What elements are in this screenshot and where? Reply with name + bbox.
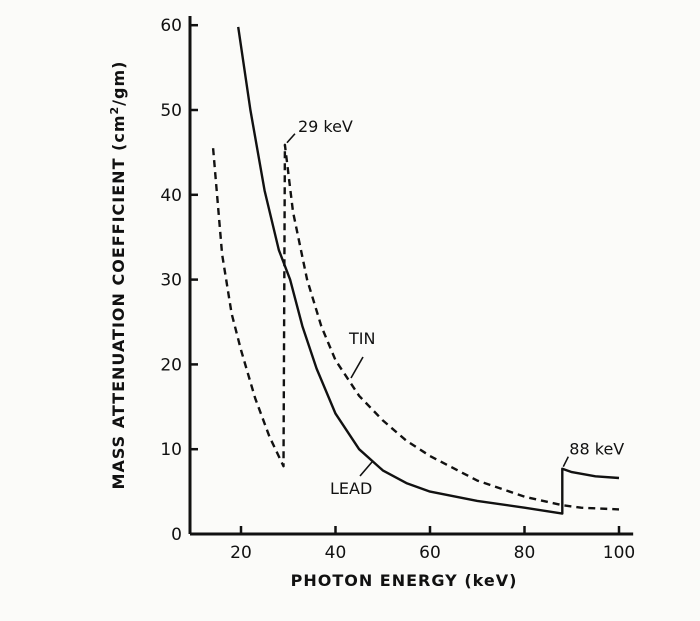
ticks: 20 40 60 80 100 0 10 20 30 40 50 60 (160, 16, 635, 563)
x-axis-title: PHOTON ENERGY (keV) (291, 571, 518, 590)
series (211, 26, 620, 515)
x-tick-label: 40 (325, 543, 347, 563)
x-tick-label: 60 (419, 543, 441, 563)
annotation-leader-lead (359, 461, 373, 477)
annotation-leader-29kev (286, 133, 296, 144)
annotation-leader-88kev (562, 456, 570, 468)
series-line-lead (237, 26, 620, 515)
y-tick-label: 60 (160, 16, 182, 36)
x-tick-label: 80 (514, 543, 536, 563)
y-tick-label: 50 (160, 101, 182, 121)
annotation-29kev: 29 keV (298, 117, 353, 136)
annotation-leader-tin (350, 356, 364, 379)
series-label-lead: LEAD (330, 479, 372, 498)
y-axis-title: MASS ATTENUATION COEFFICIENT (cm2/gm) (108, 61, 128, 490)
series-label-tin: TIN (348, 329, 375, 348)
y-axis-title-main: MASS ATTENUATION COEFFICIENT (cm (109, 114, 128, 489)
y-axis-title-unit: /gm) (109, 61, 128, 106)
annotations: 29 keV 88 keV TIN LEAD (286, 117, 624, 498)
y-tick-label: 30 (160, 271, 182, 291)
y-tick-label: 20 (160, 355, 182, 375)
x-tick-label: 100 (603, 543, 635, 563)
annotation-88kev: 88 keV (569, 440, 624, 459)
y-tick-label: 0 (171, 525, 182, 545)
axes (188, 16, 634, 536)
y-axis-title-sup: 2 (108, 106, 121, 115)
x-tick-label: 20 (230, 543, 252, 563)
y-tick-label: 40 (160, 186, 182, 206)
series-line-tin (211, 143, 620, 511)
y-tick-label: 10 (160, 440, 182, 460)
